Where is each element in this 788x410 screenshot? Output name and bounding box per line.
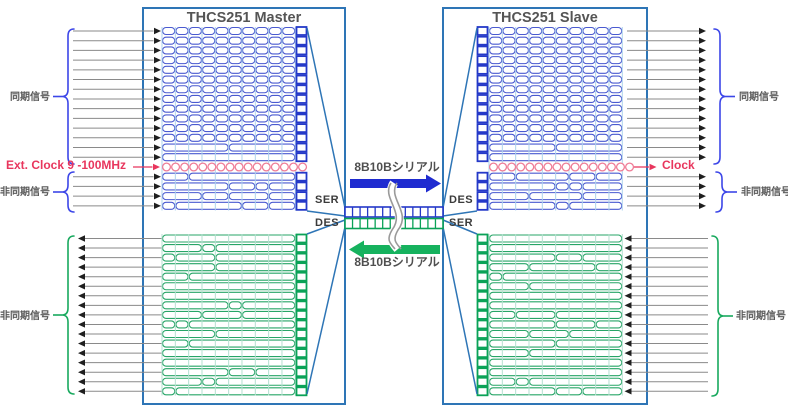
- label-async-in-left: 非同期信号: [0, 187, 50, 198]
- master-grid-lines: [161, 27, 296, 396]
- label-async-out-left: 非同期信号: [0, 311, 50, 322]
- cable-break-squiggle: [387, 180, 404, 252]
- serial-forward-label: 8B10Bシリアル: [354, 160, 440, 174]
- label-ext-clock: Ext. Clock 9 -100MHz: [6, 158, 127, 172]
- slave-ser-label: SER: [449, 217, 474, 229]
- arrow-forward: [350, 174, 441, 193]
- master-des-label: DES: [315, 217, 340, 229]
- label-sync-right: 同期信号: [739, 92, 779, 103]
- slave-grid-lines: [488, 27, 623, 396]
- slave-register-cells: [476, 26, 635, 397]
- signal-wires: [73, 27, 708, 395]
- slave-des-label: DES: [449, 194, 474, 206]
- serdes-funnels: [306, 27, 478, 395]
- label-async-in-right: 非同期信号: [736, 311, 786, 322]
- signal-braces: [53, 28, 737, 397]
- master-ser-label: SER: [315, 194, 340, 206]
- label-async-out-right: 非同期信号: [741, 187, 788, 198]
- slave-chip-title: THCS251 Slave: [492, 10, 598, 26]
- master-register-cells: [161, 26, 308, 397]
- master-chip-title: THCS251 Master: [186, 10, 302, 26]
- serial-backward-label: 8B10Bシリアル: [354, 255, 440, 269]
- label-clock-right: Clock: [662, 158, 695, 172]
- label-sync-left: 同期信号: [10, 92, 50, 103]
